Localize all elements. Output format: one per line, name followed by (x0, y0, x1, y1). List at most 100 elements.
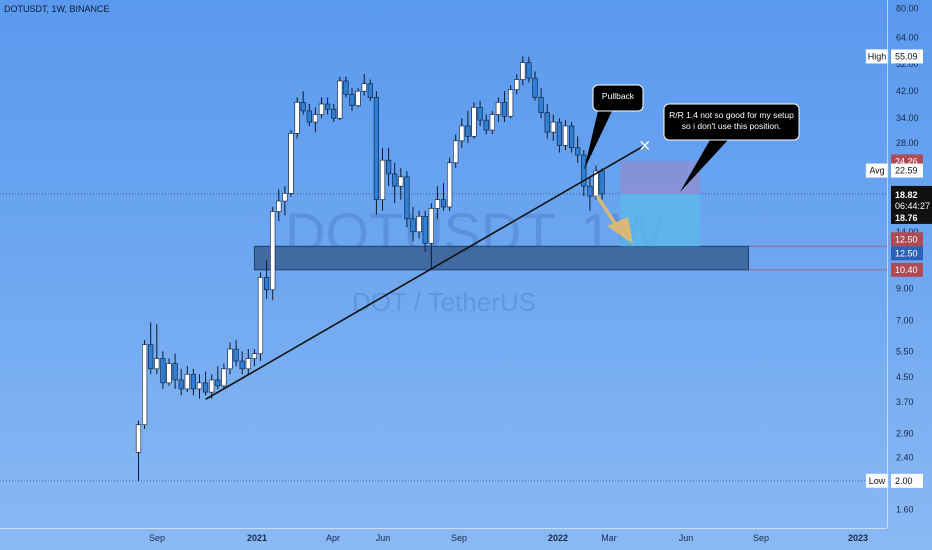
arrow-shaft (595, 195, 620, 229)
price-tag: 12.50 (891, 232, 923, 247)
candle (300, 91, 306, 115)
y-tick-label: 64.00 (896, 32, 919, 42)
y-tick-label: 3.70 (896, 397, 914, 407)
price-tag-value: 12.50 (895, 234, 918, 244)
candle-body (587, 185, 593, 197)
candle (306, 103, 312, 126)
candle-body (196, 382, 203, 390)
candle-body (495, 102, 502, 115)
price-tag-value-box (891, 246, 923, 261)
candle (544, 103, 550, 139)
candle-body (373, 97, 380, 200)
candle-body (343, 80, 349, 95)
candle (196, 374, 203, 399)
candle (257, 272, 264, 362)
candle-body (440, 199, 447, 208)
candle-body (471, 107, 477, 137)
candle-body (276, 200, 282, 212)
y-tick-label: 34.00 (896, 113, 919, 123)
candle-body (239, 360, 245, 370)
candle (331, 103, 337, 123)
candle-body (416, 216, 422, 233)
candle-body (227, 348, 233, 370)
candle (422, 210, 428, 252)
rr-note-text: R/R 1.4 not so good for my setup (669, 110, 794, 120)
pullback-note-text: Pullback (602, 91, 635, 101)
y-tick-label: 14.00 (896, 227, 919, 237)
candle (416, 210, 422, 239)
candle (428, 203, 434, 269)
candle (392, 162, 398, 204)
trendline (205, 144, 646, 401)
candle-body (367, 83, 373, 98)
x-tick-label: Sep (753, 533, 769, 543)
current-low-value: 18.76 (895, 213, 918, 223)
target-zone (620, 193, 700, 247)
candle (581, 150, 587, 197)
candle-body (520, 62, 526, 80)
rr-note-text: so i don't use this position. (682, 121, 781, 131)
candle (239, 351, 245, 375)
candle-body (550, 121, 556, 133)
candle (501, 91, 508, 123)
candle (294, 97, 300, 139)
candle (318, 97, 325, 119)
candle-body (593, 170, 599, 197)
x-tick-label: Apr (326, 533, 340, 543)
x-tick-label: 2021 (247, 533, 267, 543)
price-tag-label: Low (869, 476, 886, 486)
candle-body (209, 379, 215, 393)
price-tag-value: 10.40 (895, 265, 918, 275)
y-tick-label: 2.40 (896, 453, 914, 463)
candle (343, 76, 349, 98)
candle-body (142, 344, 148, 426)
trendline-end-marker (640, 140, 650, 150)
zones (253, 161, 749, 271)
candle-body (410, 218, 416, 233)
candle-body (312, 114, 319, 123)
candle (148, 322, 154, 375)
candle (514, 74, 520, 95)
candle (410, 206, 416, 242)
candle-body (349, 93, 355, 106)
candle (507, 85, 514, 119)
candle-body (318, 103, 325, 115)
candle-body (526, 62, 532, 79)
candle (495, 97, 502, 123)
candle-body (282, 193, 288, 202)
candle (575, 136, 581, 163)
y-tick-label: 28.00 (896, 138, 919, 148)
x-tick-label: Jun (679, 533, 694, 543)
candle (367, 79, 373, 101)
candle-body (398, 176, 404, 187)
candle-body (245, 358, 251, 370)
candle-body (270, 211, 276, 291)
candle-body (477, 107, 483, 121)
y-tick-label: 4.50 (896, 372, 914, 382)
reference-lines (0, 193, 887, 482)
rr-note-pointer (680, 140, 728, 192)
x-tick-label: Jun (376, 533, 391, 543)
price-tag: Avg 22.59 (865, 163, 923, 178)
x-tick-label: 2022 (548, 533, 568, 543)
candle-body (379, 159, 386, 200)
candle-body (404, 176, 410, 220)
candle-body (203, 382, 209, 393)
candle (166, 358, 172, 386)
projection-arrow (595, 195, 633, 244)
y-tick-label: 7.00 (896, 316, 914, 326)
candle (477, 100, 483, 126)
price-tag-value-box (891, 262, 923, 277)
candle-body (599, 170, 605, 195)
candle-body (483, 119, 489, 131)
candle-body (160, 358, 166, 384)
candle (489, 110, 495, 135)
candle (312, 107, 319, 133)
candle (135, 420, 142, 481)
current-price-box (891, 185, 932, 224)
candle-body (135, 424, 142, 453)
